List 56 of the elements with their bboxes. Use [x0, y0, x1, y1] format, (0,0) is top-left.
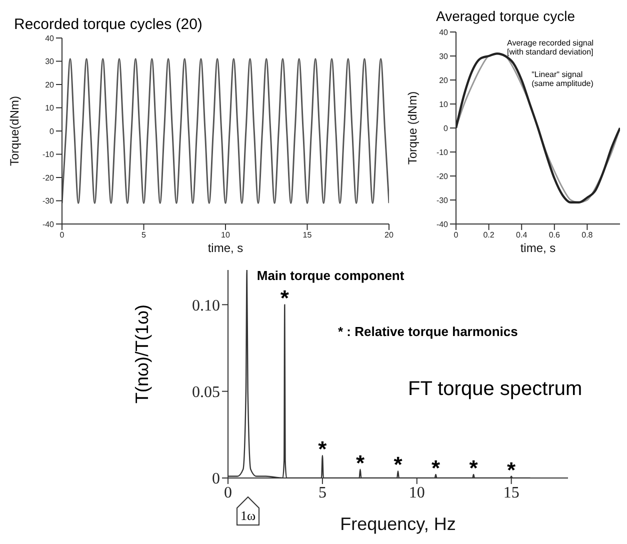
y-tick-label: 30: [45, 57, 55, 66]
y-tick-label: -40: [436, 220, 449, 229]
annotation: *: [469, 456, 478, 481]
y-tick-label: 30: [439, 52, 449, 61]
x-axis-title: Frequency, Hz: [340, 514, 456, 534]
chart-title: Averaged torque cycle: [436, 8, 576, 24]
x-tick-label: 0.8: [582, 230, 594, 240]
x-axis-title: time, s: [520, 241, 556, 255]
annotation: *: [431, 456, 440, 481]
text: 1ω: [239, 508, 257, 524]
annotation: *: [394, 452, 403, 478]
y-tick-label: -30: [436, 196, 449, 205]
y-tick-label: -10: [42, 150, 55, 160]
y-tick-label: 0.05: [192, 384, 220, 402]
annotation: *: [280, 286, 290, 311]
x-tick-label: 0.4: [516, 230, 528, 240]
annotation: Main torque component: [256, 268, 405, 283]
annotation: Average recorded signal [with standard deviation]: [507, 38, 594, 57]
x-tick-label: 15: [503, 484, 520, 502]
x-tick-label: 0.2: [483, 230, 495, 240]
y-tick-label: 10: [45, 104, 55, 113]
y-axis-title: Torque(dNm): [7, 96, 22, 166]
y-tick-label: 20: [45, 80, 55, 90]
y-tick-label: -20: [42, 173, 55, 182]
x-tick-label: 10: [221, 230, 230, 240]
annotation: *: [507, 457, 516, 482]
x-tick-label: 20: [384, 230, 394, 240]
x-axis-title: time, s: [208, 241, 244, 255]
y-tick-label: -30: [42, 196, 55, 206]
y-tick-label: -10: [436, 148, 449, 157]
x-tick-label: 0: [224, 484, 232, 502]
y-tick-label: 0: [50, 126, 55, 136]
y-tick-label: 40: [439, 28, 449, 37]
annotation: *: [356, 450, 365, 476]
x-tick-label: 5: [142, 230, 147, 240]
y-tick-label: 10: [439, 100, 449, 109]
y-tick-label: -20: [436, 172, 449, 181]
annotation: * : Relative torque harmonics: [338, 324, 518, 339]
chart-title: Recorded torque cycles (20): [14, 16, 202, 33]
x-tick-label: 15: [302, 230, 312, 240]
x-tick-label: 5: [318, 484, 326, 502]
y-tick-label: 0: [444, 124, 449, 133]
y-tick-label: -40: [42, 220, 55, 229]
text: FT torque spectrum: [408, 378, 582, 401]
annotation: "Linear" signal (same amplitude): [532, 70, 594, 88]
y-tick-label: 0.10: [192, 297, 220, 314]
annotation: *: [318, 436, 328, 462]
y-tick-label: 40: [45, 34, 55, 43]
y-tick-label: 0: [212, 470, 220, 488]
x-tick-label: 0.6: [548, 230, 561, 240]
x-tick-label: 0: [60, 230, 65, 240]
y-axis-title: Torque (dNm): [405, 91, 420, 165]
x-tick-label: 10: [408, 484, 425, 502]
y-axis-title: T(nω)/T(1ω): [132, 304, 152, 404]
x-tick-label: 0: [454, 230, 459, 240]
y-tick-label: 20: [439, 76, 449, 85]
